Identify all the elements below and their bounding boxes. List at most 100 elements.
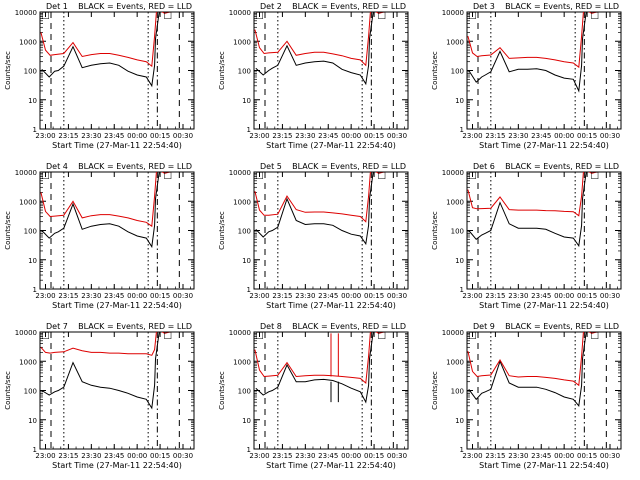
panel-det-5: 1 10 100 1000 10000 23:00 23:15 23:30 23:45 00:00… [218, 162, 409, 310]
y-tick-label: 1 [33, 286, 37, 294]
y-tick-label: 1 [247, 286, 251, 294]
series-events [468, 172, 588, 248]
y-tick-label: 100 [451, 388, 464, 396]
x-tick-label: 00:15 [577, 292, 597, 300]
y-axis-label: Counts/sec [4, 371, 12, 410]
y-tick-label: 10 [455, 257, 464, 265]
x-tick-label: 23:15 [485, 292, 505, 300]
x-tick-label: 23:15 [272, 292, 292, 300]
panel-legend: BLACK = Events, RED = LLD [292, 322, 406, 331]
plot-frame [39, 11, 195, 130]
plot-frame [39, 171, 195, 290]
box-symbol: □ [163, 171, 172, 181]
y-tick-label: 1 [460, 126, 464, 134]
x-tick-label: 00:00 [127, 292, 147, 300]
x-tick-label: 00:15 [364, 132, 384, 140]
series-lld [254, 172, 386, 223]
x-tick-label: 23:30 [508, 292, 528, 300]
box-symbol: □ [255, 171, 264, 181]
y-tick-label: 10 [455, 97, 464, 105]
box-symbol: □ [468, 331, 477, 341]
panel-legend: BLACK = Events, RED = LLD [292, 162, 406, 171]
x-tick-label: 23:45 [531, 292, 551, 300]
x-tick-label: 23:30 [295, 452, 315, 460]
series-events [468, 332, 588, 407]
x-tick-label: 23:45 [318, 452, 338, 460]
y-axis-label: Counts/sec [4, 211, 12, 250]
panel-det-3: 1 10 100 1000 10000 23:00 23:15 23:30 23:45 00:00… [431, 2, 622, 150]
x-tick-label: 00:30 [173, 292, 193, 300]
y-tick-label: 100 [451, 228, 464, 236]
x-axis-label: Start Time (27-Mar-11 22:54:40) [52, 301, 182, 310]
y-tick-label: 100 [24, 388, 37, 396]
box-symbol: □ [590, 171, 599, 181]
y-tick-label: 1000 [19, 198, 37, 206]
panel-legend: BLACK = Events, RED = LLD [505, 322, 619, 331]
y-tick-label: 1 [460, 286, 464, 294]
x-tick-label: 23:00 [249, 452, 269, 460]
y-tick-label: 1000 [233, 358, 251, 366]
box-symbol: □ [41, 171, 50, 181]
x-tick-label: 00:15 [364, 292, 384, 300]
panel-title: Det 5 [260, 162, 282, 171]
y-tick-label: 1000 [19, 358, 37, 366]
panel-det-8: 1 10 100 1000 10000 23:00 23:15 23:30 23:45 00:00… [218, 322, 409, 470]
x-tick-label: 23:00 [462, 452, 482, 460]
x-tick-label: 23:30 [81, 292, 101, 300]
x-tick-label: 00:00 [127, 452, 147, 460]
box-symbol: □ [377, 171, 386, 181]
panel-title: Det 6 [473, 162, 495, 171]
y-tick-label: 10 [455, 417, 464, 425]
box-symbol: □ [255, 11, 264, 21]
plot-frame [253, 11, 409, 130]
y-tick-label: 10 [242, 257, 251, 265]
plot-area [467, 172, 599, 248]
x-tick-label: 00:30 [387, 132, 407, 140]
x-tick-label: 23:30 [295, 292, 315, 300]
y-tick-label: 100 [24, 68, 37, 76]
series-events [255, 12, 375, 86]
x-tick-label: 00:30 [600, 132, 620, 140]
box-symbol: □ [468, 11, 477, 21]
y-tick-label: 1 [33, 126, 37, 134]
x-tick-label: 23:45 [531, 132, 551, 140]
panel-legend: BLACK = Events, RED = LLD [292, 2, 406, 11]
x-tick-label: 00:00 [554, 292, 574, 300]
plot-area [467, 332, 599, 407]
x-tick-label: 23:00 [462, 132, 482, 140]
plot-area [254, 12, 386, 86]
panel-title: Det 2 [260, 2, 282, 11]
x-tick-label: 00:15 [577, 132, 597, 140]
plot-area [40, 332, 172, 410]
y-tick-label: 1000 [233, 198, 251, 206]
x-tick-label: 23:15 [272, 452, 292, 460]
y-tick-label: 10000 [229, 9, 251, 17]
x-axis-label: Start Time (27-Mar-11 22:54:40) [266, 461, 396, 470]
x-tick-label: 23:15 [272, 132, 292, 140]
y-tick-label: 10 [28, 417, 37, 425]
x-tick-label: 23:45 [531, 452, 551, 460]
box-symbol: □ [41, 11, 50, 21]
y-axis-label: Counts/sec [431, 51, 439, 90]
y-axis-label: Counts/sec [218, 211, 226, 250]
y-tick-label: 10000 [229, 169, 251, 177]
y-tick-label: 10000 [442, 329, 464, 337]
x-axis-label: Start Time (27-Mar-11 22:54:40) [52, 461, 182, 470]
y-axis-label: Counts/sec [218, 51, 226, 90]
panel-title: Det 7 [46, 322, 68, 331]
series-lld [467, 172, 599, 217]
box-symbol: □ [377, 11, 386, 21]
y-axis-label: Counts/sec [4, 51, 12, 90]
x-tick-label: 00:30 [387, 452, 407, 460]
panel-det-7: 1 10 100 1000 10000 23:00 23:15 23:30 23:45 00:00… [4, 322, 195, 470]
x-tick-label: 23:30 [295, 132, 315, 140]
y-tick-label: 1 [33, 446, 37, 454]
x-tick-label: 23:00 [462, 292, 482, 300]
series-lld [254, 332, 386, 384]
plot-area [254, 332, 386, 404]
panel-legend: BLACK = Events, RED = LLD [505, 2, 619, 11]
x-tick-label: 00:30 [600, 452, 620, 460]
x-axis-label: Start Time (27-Mar-11 22:54:40) [266, 301, 396, 310]
x-tick-label: 23:00 [35, 292, 55, 300]
